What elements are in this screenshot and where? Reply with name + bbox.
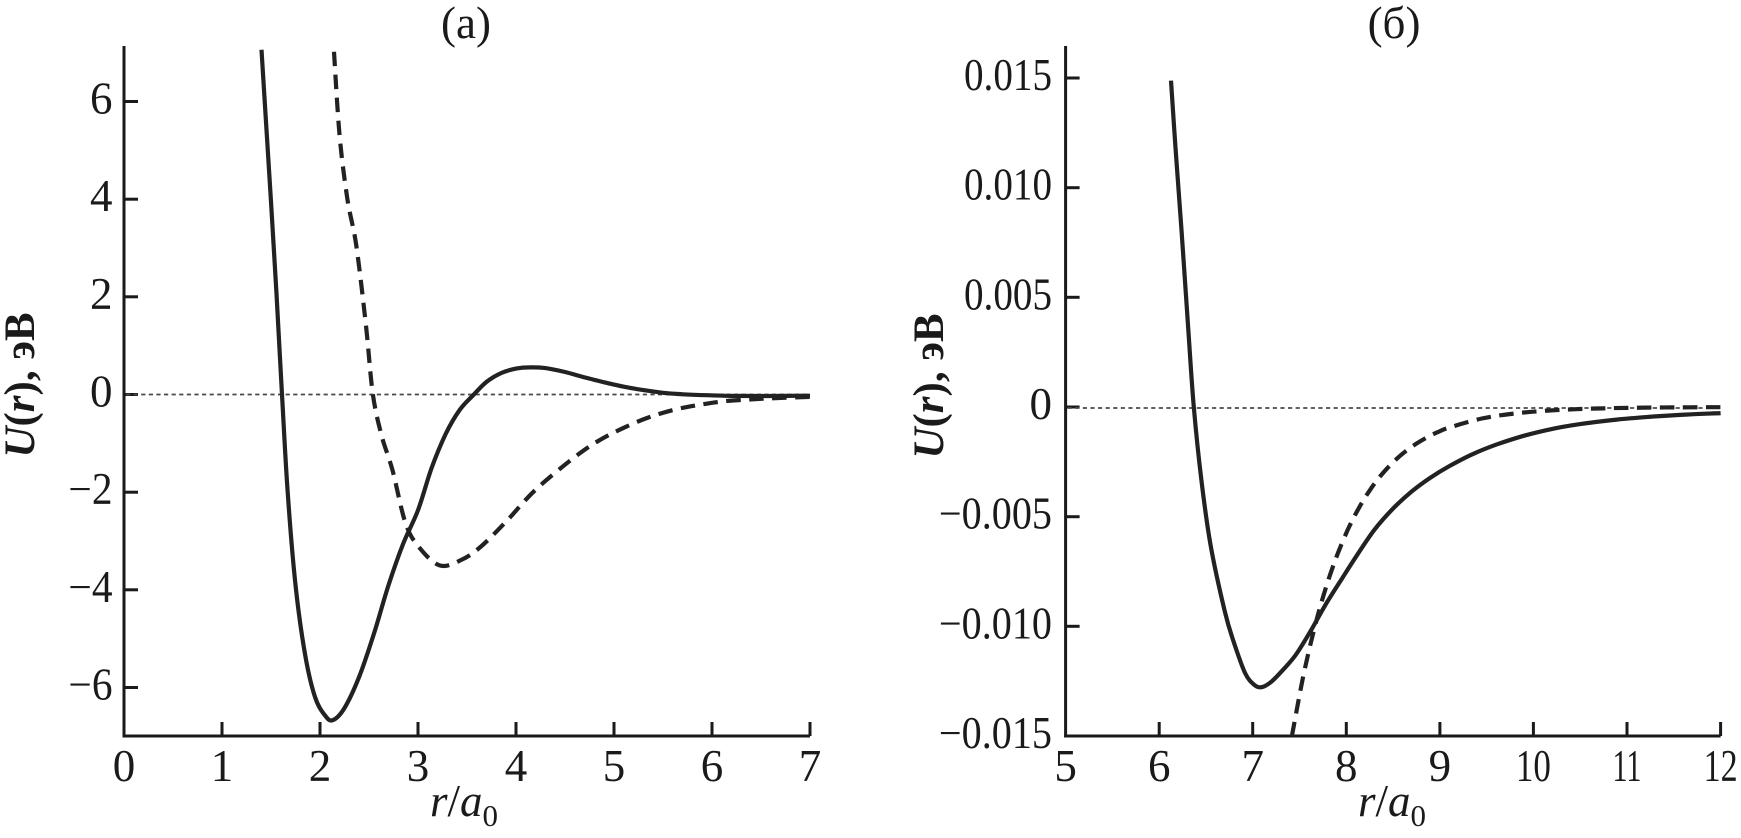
svg-text:12: 12 <box>1704 741 1738 791</box>
svg-text:11: 11 <box>1613 741 1642 791</box>
svg-text:r/a0: r/a0 <box>430 776 498 833</box>
svg-text:0: 0 <box>1030 379 1053 429</box>
svg-text:(б): (б) <box>1368 0 1421 48</box>
svg-text:−2: −2 <box>69 464 113 514</box>
svg-text:8: 8 <box>1335 741 1358 791</box>
svg-text:r/a0: r/a0 <box>1358 776 1426 833</box>
svg-text:0: 0 <box>90 367 113 417</box>
svg-text:0.015: 0.015 <box>964 50 1052 100</box>
svg-text:0.005: 0.005 <box>964 269 1052 319</box>
svg-text:5: 5 <box>603 741 626 791</box>
svg-text:4: 4 <box>505 741 528 791</box>
svg-text:U(r), эВ: U(r), эВ <box>906 313 953 458</box>
svg-text:3: 3 <box>407 741 430 791</box>
svg-text:−0.010: −0.010 <box>939 598 1052 648</box>
svg-text:9: 9 <box>1429 741 1452 791</box>
svg-text:6: 6 <box>90 74 113 124</box>
svg-text:2: 2 <box>309 741 332 791</box>
svg-text:−0.015: −0.015 <box>939 708 1052 758</box>
svg-text:U(r), эВ: U(r), эВ <box>0 312 44 457</box>
svg-text:1: 1 <box>211 741 234 791</box>
svg-text:0.010: 0.010 <box>964 160 1052 210</box>
svg-text:6: 6 <box>1148 741 1171 791</box>
svg-text:10: 10 <box>1516 741 1551 791</box>
svg-text:−6: −6 <box>69 660 113 710</box>
svg-text:2: 2 <box>90 269 113 319</box>
svg-text:−4: −4 <box>69 562 113 612</box>
svg-text:4: 4 <box>90 171 113 221</box>
svg-text:−0.005: −0.005 <box>939 489 1052 539</box>
svg-text:(a): (a) <box>441 0 491 48</box>
svg-text:7: 7 <box>1241 741 1264 791</box>
svg-text:7: 7 <box>799 741 822 791</box>
svg-text:5: 5 <box>1054 741 1077 791</box>
svg-text:0: 0 <box>113 741 136 791</box>
svg-text:6: 6 <box>701 741 724 791</box>
